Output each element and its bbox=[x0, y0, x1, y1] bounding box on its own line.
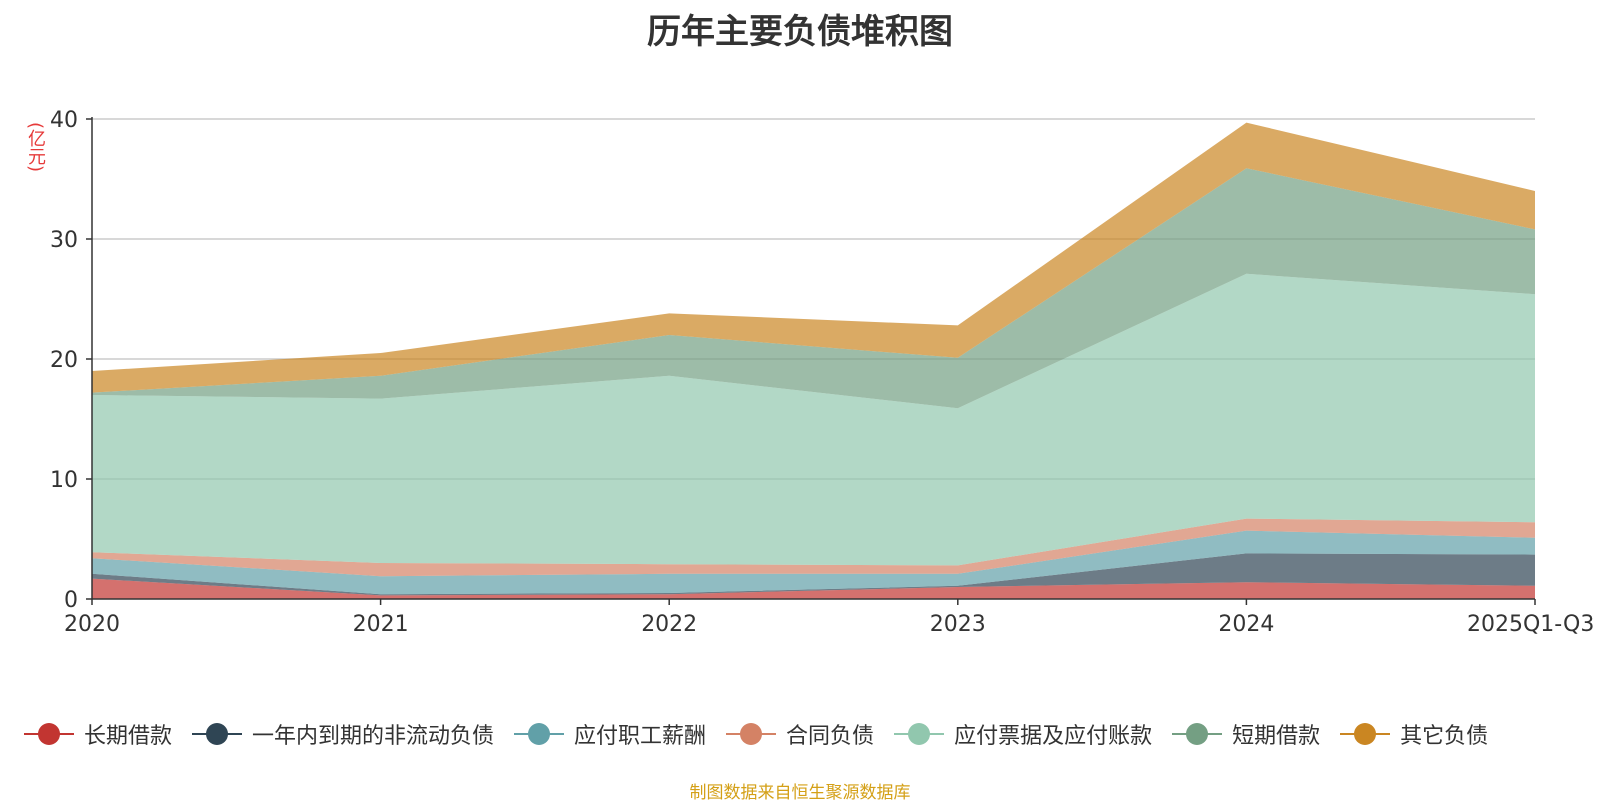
legend-label: 合同负债 bbox=[786, 724, 875, 749]
y-axis-unit: (亿元) bbox=[25, 122, 46, 173]
legend-item-0[interactable]: 长期借款 bbox=[24, 718, 172, 750]
legend-item-2[interactable]: 应付职工薪酬 bbox=[514, 718, 706, 750]
legend-label: 一年内到期的非流动负债 bbox=[252, 724, 495, 749]
legend-label: 其它负债 bbox=[1400, 724, 1489, 749]
legend-marker-icon bbox=[726, 723, 777, 745]
area-series-4 bbox=[92, 273, 1535, 566]
legend-marker-icon bbox=[24, 723, 74, 745]
x-tick-label: 2020 bbox=[64, 612, 120, 637]
area-series-1 bbox=[92, 553, 1535, 596]
legend-item-6[interactable]: 其它负债 bbox=[1340, 718, 1488, 750]
y-tick-label: 40 bbox=[50, 108, 78, 133]
y-tick-label: 0 bbox=[64, 588, 78, 613]
legend-item-4[interactable]: 应付票据及应付账款 bbox=[894, 718, 1152, 750]
x-tick-label: 2022 bbox=[641, 612, 697, 637]
legend-marker-icon bbox=[894, 723, 945, 745]
legend-marker-icon bbox=[1340, 723, 1391, 745]
legend-item-5[interactable]: 短期借款 bbox=[1172, 718, 1320, 750]
area-series-0 bbox=[92, 578, 1535, 599]
legend-item-3[interactable]: 合同负债 bbox=[726, 718, 874, 750]
x-tick-label: 2024 bbox=[1218, 612, 1274, 637]
area-series-5 bbox=[92, 168, 1535, 409]
legend-label: 应付票据及应付账款 bbox=[954, 724, 1153, 749]
x-tick-label: 2021 bbox=[353, 612, 409, 637]
legend-marker-icon bbox=[192, 723, 243, 745]
legend-marker-icon bbox=[1172, 723, 1223, 745]
x-tick-label: 2023 bbox=[930, 612, 986, 637]
legend: 长期借款 一年内到期的非流动负债 应付职工薪酬 合同负债 应付票据及应付账款 短期借款 其它… bbox=[24, 718, 1488, 750]
y-tick-label: 10 bbox=[50, 468, 78, 493]
area-series-6 bbox=[92, 122, 1535, 393]
legend-item-1[interactable]: 一年内到期的非流动负债 bbox=[192, 718, 494, 750]
area-series-3 bbox=[92, 518, 1535, 577]
area-series bbox=[92, 122, 1535, 599]
legend-label: 应付职工薪酬 bbox=[574, 724, 707, 749]
area-series-2 bbox=[92, 530, 1535, 595]
stacked-area-chart: 0 10 20 30 40 2020 2021 2022 2023 2024 2025Q1-Q3 bbox=[50, 108, 1594, 637]
y-tick-label: 20 bbox=[50, 348, 78, 373]
chart-title: 历年主要负债堆积图 bbox=[647, 12, 953, 52]
y-tick-label: 30 bbox=[50, 228, 78, 253]
source-note: 制图数据来自恒生聚源数据库 bbox=[689, 783, 911, 803]
axes: 0 10 20 30 40 2020 2021 2022 2023 2024 2025Q1-Q3 bbox=[50, 108, 1594, 637]
legend-label: 长期借款 bbox=[84, 724, 173, 749]
legend-label: 短期借款 bbox=[1232, 724, 1321, 749]
legend-marker-icon bbox=[514, 723, 565, 745]
x-tick-label: 2025Q1-Q3 bbox=[1467, 612, 1594, 637]
